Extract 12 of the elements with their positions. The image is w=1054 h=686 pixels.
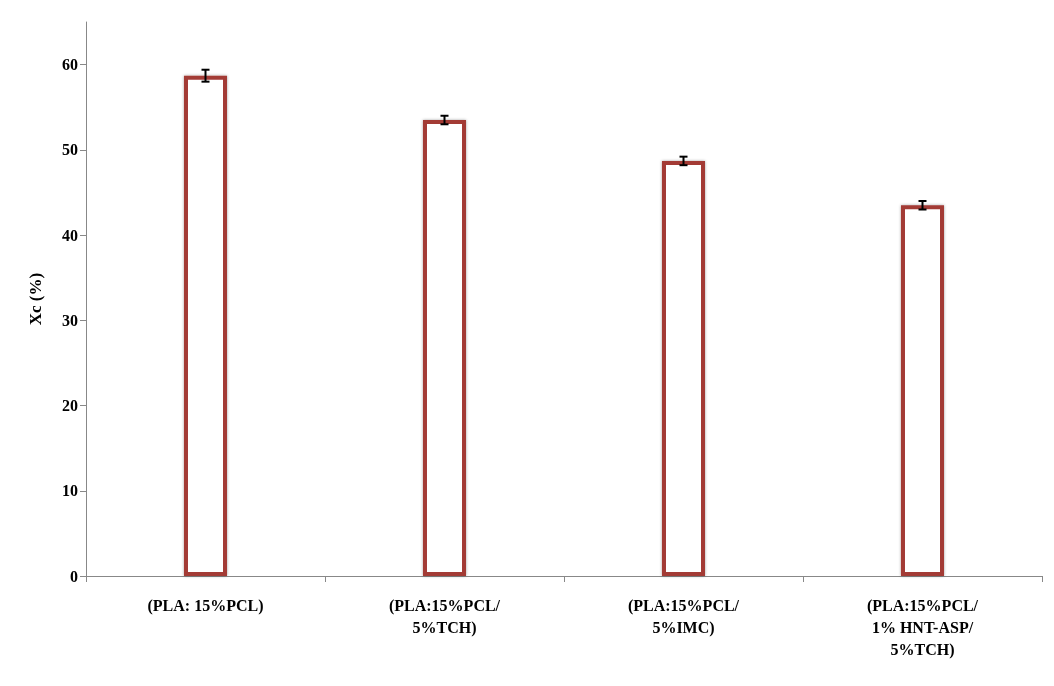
y-tick-label: 40 bbox=[62, 226, 78, 244]
y-axis-title: Xc (%) bbox=[26, 272, 45, 326]
x-tick-label: (PLA:15%PCL/ 1% HNT-ASP/ 5%TCH) bbox=[866, 596, 979, 659]
y-tick-label: 60 bbox=[62, 56, 78, 74]
x-tick-label: (PLA:15%PCL/ 5%TCH) bbox=[388, 596, 501, 637]
x-tick-label: (PLA: 15%PCL) bbox=[147, 596, 264, 615]
y-tick-label: 30 bbox=[62, 311, 78, 329]
y-tick-label: 0 bbox=[70, 567, 78, 585]
y-tick-label: 20 bbox=[62, 397, 78, 415]
y-tick-label: 50 bbox=[62, 141, 78, 159]
y-tick-label: 10 bbox=[62, 482, 78, 500]
x-tick-label: (PLA:15%PCL/ 5%IMC) bbox=[627, 596, 740, 637]
